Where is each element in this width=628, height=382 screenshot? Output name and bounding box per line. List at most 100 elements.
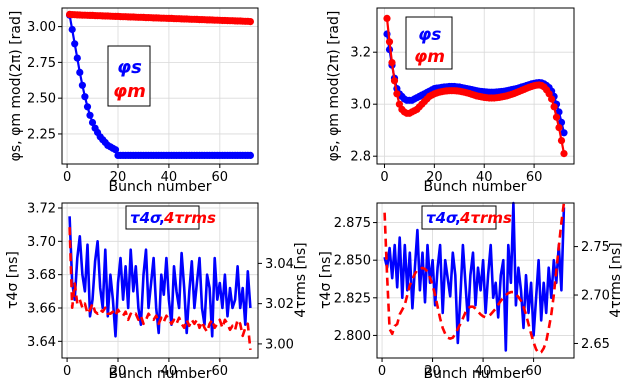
panel-top-right: 0 20 40 60 2.8 3.0 3.2 Bunch number φs, φm mo… <box>326 7 575 195</box>
p3-ytick-label: 3.68 <box>27 268 56 283</box>
p1-point-blue <box>78 81 86 89</box>
p4-xtick-label: 0 <box>378 364 386 379</box>
p3-ytick-label: 3.64 <box>27 335 56 350</box>
p1-point-blue <box>68 25 76 34</box>
p4-ytick-label: 2.800 <box>334 329 371 344</box>
p1-ytick-label: 2.75 <box>27 56 56 71</box>
p1-point-blue <box>111 146 120 154</box>
p2-point-red <box>550 103 558 111</box>
p1-point-blue <box>73 54 81 62</box>
p3-legend-tau: τ4σ <box>130 209 162 227</box>
p2-legend-box <box>405 16 453 70</box>
p2-point-red <box>560 150 568 158</box>
p3-ytick-label: 3.66 <box>27 302 56 317</box>
p3-ylabel: τ4σ [ns] <box>5 251 21 309</box>
p2-yticks: 2.8 3.0 3.2 <box>350 46 377 165</box>
p4-xticks: 0 20 40 60 <box>378 358 542 379</box>
p1-marks <box>66 10 254 159</box>
p3-series-line-blue <box>68 216 252 338</box>
p1-point-blue <box>88 118 97 127</box>
p1-xtick-label: 0 <box>63 170 71 185</box>
p1-point-blue <box>246 151 254 159</box>
p4-ytick-label: 2.850 <box>334 254 371 269</box>
p2-frame <box>376 7 575 165</box>
panel-top-left: 0 20 40 60 2.25 2.50 2.75 3.00 Bunch number φs… <box>8 7 259 195</box>
p2-legend-phim: φm <box>414 47 445 67</box>
p1-xtick-label: 40 <box>161 170 178 185</box>
p1-yticks: 2.25 2.50 2.75 3.00 <box>27 20 62 142</box>
p1-point-red <box>246 18 254 26</box>
p1-legend-box <box>107 45 151 107</box>
p3-ytick-label: 3.70 <box>27 235 56 250</box>
p3-frame <box>61 202 259 359</box>
panel-bottom-right: 0 20 40 60 2.800 2.825 2.850 2.875 2.65 2.70 2.7… <box>318 201 624 382</box>
p2-point-red <box>552 113 561 121</box>
p2-xtick-label: 0 <box>380 170 388 185</box>
p3-y2label: 4τrms [ns] <box>293 242 309 317</box>
p4-legend-tau: τ4σ <box>426 209 458 227</box>
p1-frame <box>61 7 259 165</box>
p3-legend-sep: , <box>159 209 165 227</box>
p1-ytick-label: 2.25 <box>27 127 56 142</box>
p1-ytick-label: 2.50 <box>27 92 56 107</box>
p3-y2tick-label: 3.04 <box>265 257 294 272</box>
p2-ylabel: φs, φm mod(2π) [rad] <box>326 11 342 162</box>
p3-xlabel: Bunch number <box>108 366 211 382</box>
p3-series-line-red <box>68 227 252 351</box>
p4-legend-sep: , <box>455 209 461 227</box>
p2-legend: φs φm <box>405 16 453 70</box>
p4-xtick-label: 60 <box>525 364 542 379</box>
p4-y2tick-label: 2.65 <box>581 337 610 352</box>
p4-ytick-label: 2.875 <box>334 216 371 231</box>
p4-xlabel: Bunch number <box>423 366 526 382</box>
p2-xtick-label: 20 <box>426 170 443 185</box>
p1-point-blue <box>81 93 89 101</box>
p4-y2tick-label: 2.70 <box>581 289 610 304</box>
p1-legend-phis: φs <box>117 57 142 78</box>
p1-xlabel: Bunch number <box>108 179 211 195</box>
p4-y2label: 4τrms [ns] <box>608 242 624 317</box>
p2-xtick-label: 60 <box>526 170 543 185</box>
p4-legend-rms: 4τrms <box>459 209 512 227</box>
p1-grid <box>62 8 258 164</box>
p1-point-blue <box>83 103 92 111</box>
p3-legend-rms: 4τrms <box>163 209 216 227</box>
p2-xlabel: Bunch number <box>423 179 526 195</box>
p4-y2ticks: 2.65 2.70 2.75 <box>574 240 610 352</box>
p3-legend: τ4σ , 4τrms <box>125 205 216 230</box>
p1-ytick-label: 3.00 <box>27 20 56 35</box>
p3-xtick-label: 20 <box>110 364 127 379</box>
p4-frame <box>376 202 575 359</box>
p3-y2ticks: 3.00 3.02 3.04 <box>258 257 294 352</box>
p1-point-blue <box>71 40 79 48</box>
p2-point-red <box>390 77 399 85</box>
p1-xtick-label: 60 <box>212 170 229 185</box>
p1-point-blue <box>86 111 94 119</box>
p3-legend-box <box>125 205 200 230</box>
p4-marks <box>383 201 566 355</box>
p4-ytick-label: 2.825 <box>334 291 371 306</box>
p4-xtick-label: 20 <box>424 364 441 379</box>
p2-ytick-label: 3.0 <box>350 98 371 113</box>
p4-xtick-label: 40 <box>475 364 492 379</box>
p1-legend: φs φm <box>107 45 151 107</box>
p1-legend-phim: φm <box>113 81 146 102</box>
p4-legend: τ4σ , 4τrms <box>421 205 512 230</box>
p2-point-red <box>385 38 394 46</box>
p3-xtick-label: 60 <box>212 364 229 379</box>
p3-y2tick-label: 3.02 <box>265 297 294 312</box>
p2-point-red <box>548 95 556 103</box>
p4-series-line-red <box>383 202 566 355</box>
p3-xticks: 0 20 40 60 <box>63 358 228 379</box>
panel-bottom-left: 0 20 40 60 3.643.663.683.703.72 3.003.023.0… <box>5 202 309 382</box>
p3-yticks: 3.64 3.66 3.68 3.70 3.72 <box>27 202 62 350</box>
p2-xticks: 0 20 40 60 <box>380 164 542 185</box>
p4-y2tick-label: 2.75 <box>581 240 610 255</box>
p4-ylabel: τ4σ [ns] <box>318 251 334 309</box>
p1-xticks: 0 20 40 60 <box>63 164 228 185</box>
p2-point-red <box>388 59 396 67</box>
p2-point-red <box>393 90 401 98</box>
p2-point-blue <box>560 129 568 137</box>
p2-xtick-label: 40 <box>476 170 493 185</box>
p3-xtick-label: 0 <box>63 364 71 379</box>
